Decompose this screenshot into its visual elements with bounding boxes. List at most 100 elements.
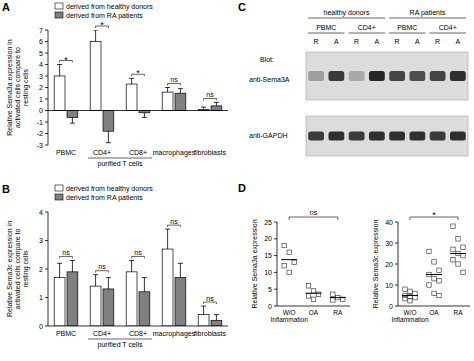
y-tick-label: 3	[39, 237, 43, 244]
point	[456, 262, 460, 266]
error-bar	[70, 260, 75, 271]
significance-bracket	[204, 98, 217, 100]
point	[287, 250, 291, 254]
point	[413, 291, 417, 295]
bar	[175, 93, 186, 110]
x-tick-label: macrophages	[153, 149, 196, 157]
error-bar-cap	[129, 78, 134, 79]
bar	[162, 92, 173, 110]
x-tick-label-line: W/O	[283, 309, 296, 316]
x-tick-label: PBMC	[56, 149, 76, 156]
y-tick-label: -1	[37, 119, 43, 126]
y-tick	[274, 306, 277, 307]
point	[403, 287, 407, 291]
bar	[54, 76, 65, 111]
mean-line	[402, 295, 418, 296]
point	[437, 268, 441, 272]
legend-swatch	[55, 3, 63, 9]
significance-label: ns	[170, 76, 178, 83]
y-tick	[395, 243, 398, 244]
x-tick-label: PBMC	[56, 330, 76, 337]
lane-label: R	[354, 38, 359, 45]
blot-membrane	[306, 52, 468, 100]
subgroup-label: PBMC	[397, 24, 417, 31]
significance-bracket	[96, 271, 109, 273]
error-bar-stem	[131, 78, 132, 84]
significance-label: *	[136, 68, 140, 78]
error-bar-cap	[93, 30, 98, 31]
legend-label: derived from RA patients	[66, 194, 143, 202]
error-bar-stem	[131, 260, 132, 271]
lane-label: A	[334, 38, 339, 45]
error-bar	[201, 107, 206, 109]
y-tick-label: 7	[39, 27, 43, 34]
y-tick-label: 25	[264, 219, 272, 226]
bar	[211, 106, 222, 111]
y-axis-title-line: Relative Sema3a expression in	[6, 39, 14, 136]
row-label: anti-Sema3A	[249, 76, 290, 83]
error-bar-cap	[93, 274, 98, 275]
y-tick-label: 0	[389, 303, 393, 310]
error-bar-stem	[95, 275, 96, 286]
error-bar	[93, 275, 98, 286]
point	[427, 249, 431, 253]
significance-label: *	[432, 210, 436, 220]
y-tick-label: 3	[39, 73, 43, 80]
point	[287, 270, 291, 274]
significance-label: ns	[98, 263, 106, 270]
error-bar-stem	[144, 113, 145, 118]
significance-bracket	[168, 225, 181, 227]
bar	[175, 278, 186, 326]
y-tick-label: 4	[39, 209, 43, 216]
x-tick-label: CD8+	[129, 330, 147, 337]
x-tick-label: OA	[429, 309, 439, 316]
band	[409, 132, 425, 141]
y-tick-label: -3	[37, 142, 43, 149]
x-tick-label: RA	[333, 309, 343, 316]
error-bar-cap	[214, 102, 219, 103]
significance-bracket	[289, 217, 338, 220]
error-bar-cap	[178, 88, 183, 89]
error-bar-cap	[57, 64, 62, 65]
point	[408, 299, 412, 303]
x-tick-label: CD4+	[93, 149, 111, 156]
y-tick-label: 30	[385, 240, 393, 247]
significance-bracket	[60, 256, 73, 258]
bar	[126, 84, 137, 110]
point	[306, 294, 310, 298]
x-tick-label: fibroblasts	[194, 149, 226, 156]
point	[408, 289, 412, 293]
y-axis-title-line: resting cells	[22, 69, 30, 106]
band	[409, 71, 425, 81]
y-tick-label: 20	[385, 261, 393, 268]
error-bar-stem	[59, 263, 60, 277]
panel-label: A	[2, 1, 10, 13]
error-bar-cap	[142, 277, 147, 278]
band	[450, 132, 466, 141]
legend-label: derived from RA patients	[66, 12, 143, 20]
legend-label: derived from healthy donors	[66, 3, 153, 11]
point	[282, 243, 286, 247]
y-axis-title: Relative Sema3c expression	[372, 220, 380, 309]
band	[389, 71, 405, 81]
plot-area	[54, 229, 222, 326]
error-bar-stem	[167, 229, 168, 249]
bar	[90, 42, 101, 111]
y-tick	[395, 306, 398, 307]
point	[461, 245, 465, 249]
error-bar-cap	[201, 306, 206, 307]
y-tick	[274, 238, 277, 239]
error-bar-stem	[72, 117, 73, 123]
subgroup-line	[308, 33, 345, 34]
x-axis	[277, 306, 350, 307]
error-bar	[178, 89, 183, 94]
error-bar-stem	[180, 89, 181, 94]
y-tick	[274, 222, 277, 223]
figure: Aderived from healthy donorsderived from…	[0, 0, 474, 361]
y-axis-title-line: Relative Sema3c expression in	[6, 221, 14, 317]
bar	[90, 286, 101, 326]
mean-line	[281, 259, 297, 260]
y-tick	[45, 110, 48, 111]
y-axis	[277, 222, 278, 306]
error-bar	[142, 113, 147, 118]
